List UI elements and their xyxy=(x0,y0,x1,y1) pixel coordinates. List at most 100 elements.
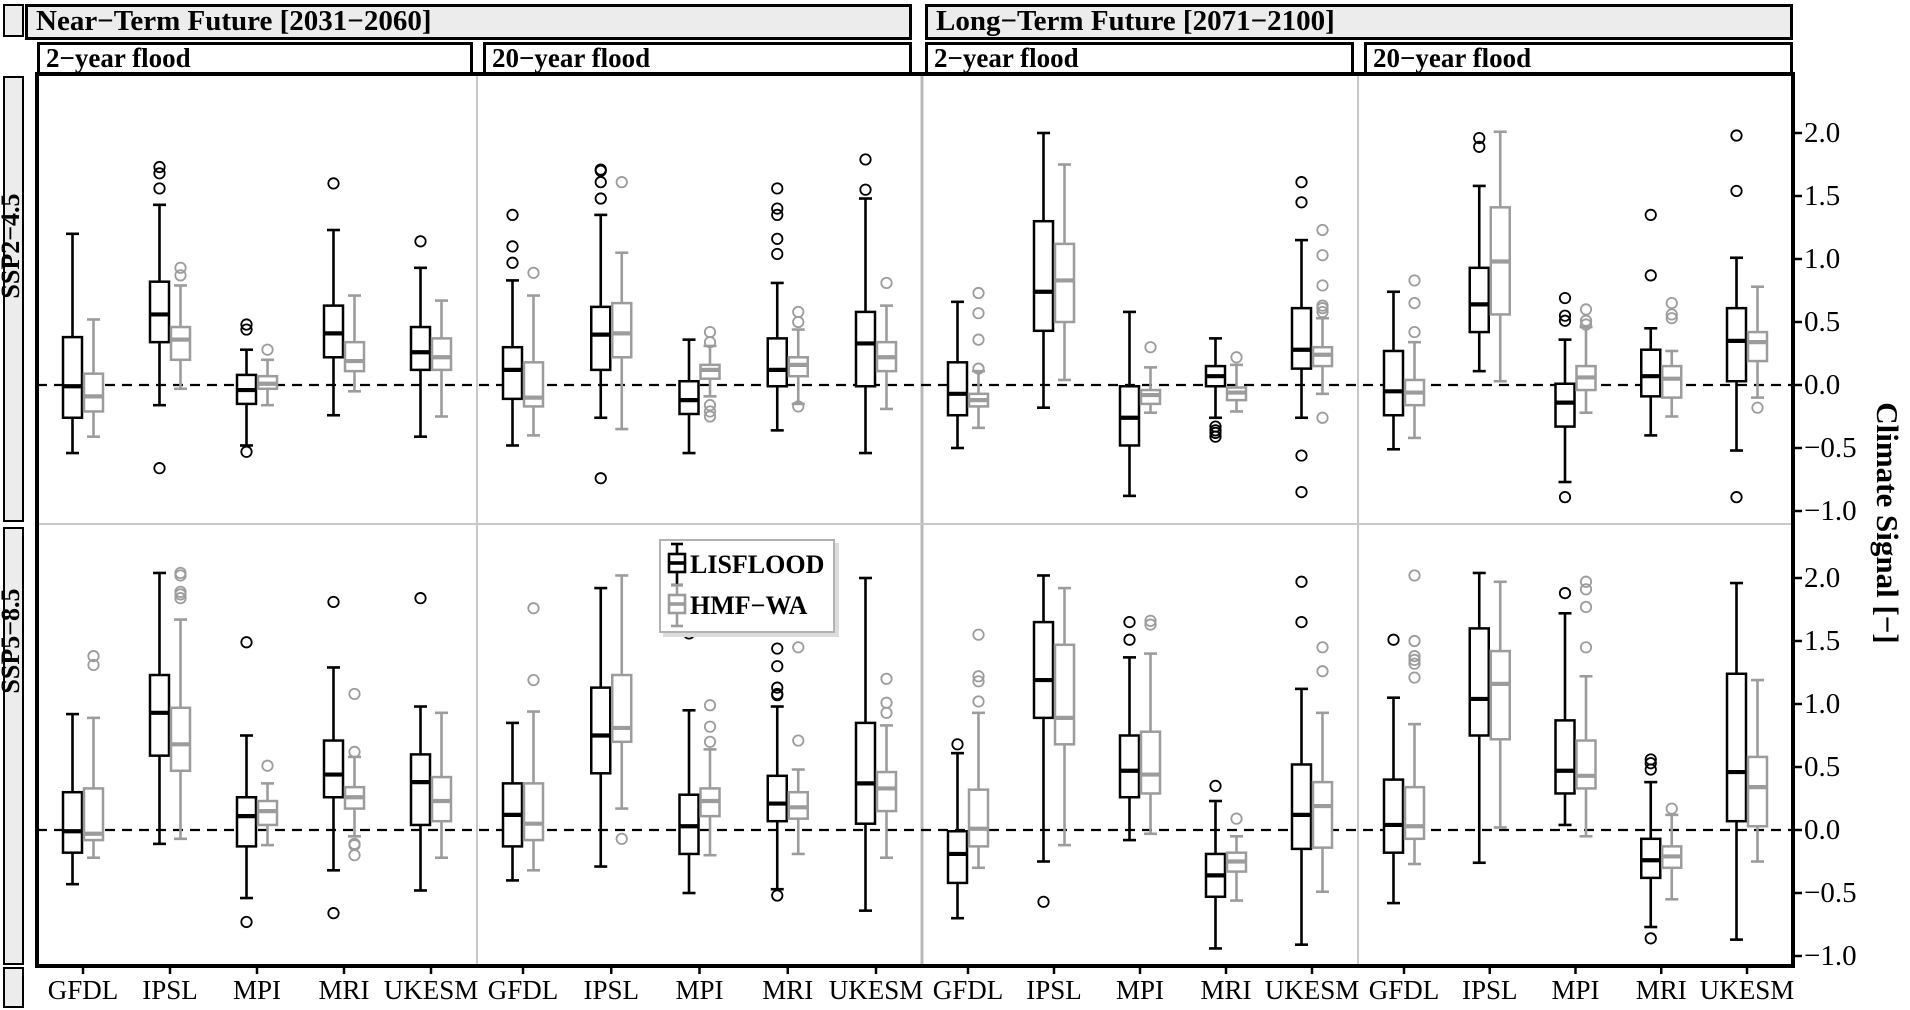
outlier-point xyxy=(771,689,784,702)
outlier-point xyxy=(1579,575,1593,588)
outlier-point xyxy=(1558,491,1572,504)
x-axis-label-gfdl: GFDL xyxy=(932,975,1004,1005)
boxplot-lisflood-gfdl xyxy=(61,232,84,455)
x-axis-label-ipsl: IPSL xyxy=(142,975,198,1005)
outlier-point xyxy=(972,286,985,300)
outlier-point xyxy=(703,720,717,733)
boxplot-hmf-wa-ukesm xyxy=(1746,285,1769,414)
outlier-point xyxy=(972,675,985,688)
outlier-point xyxy=(771,182,784,195)
outlier-point xyxy=(972,695,985,708)
boxplot-hmf-wa-gfdl xyxy=(82,318,105,438)
outlier-point xyxy=(1579,600,1593,614)
boxplot-lisflood-ipsl xyxy=(148,160,171,475)
outlier-point xyxy=(174,592,187,605)
boxplot-lisflood-mri xyxy=(322,177,345,417)
y-tick-label: −1.0 xyxy=(1804,495,1857,527)
outlier-point xyxy=(1644,269,1657,282)
boxplot-lisflood-gfdl xyxy=(1382,633,1405,905)
boxplot-hmf-wa-mri xyxy=(1661,296,1683,418)
boxplot-hmf-wa-ipsl xyxy=(169,566,192,841)
boxplot-hmf-wa-mri xyxy=(343,687,366,862)
boxplot-hmf-wa-mri xyxy=(787,641,809,856)
boxplot-glyph-hmf-wa-icon xyxy=(667,583,687,627)
outlier-point xyxy=(153,182,166,195)
y-tick-label: 0.0 xyxy=(1804,814,1841,846)
boxplot-lisflood-ukesm xyxy=(409,592,432,892)
outlier-point xyxy=(951,738,964,751)
boxplot-lisflood-mpi xyxy=(1118,310,1141,498)
y-tick-label: 2.0 xyxy=(1804,117,1841,149)
outlier-point xyxy=(771,208,784,221)
plot-border xyxy=(35,72,1795,968)
outlier-point xyxy=(1644,932,1657,945)
outlier-point xyxy=(1408,657,1421,670)
boxplot-hmf-wa-ipsl xyxy=(1489,580,1511,829)
outlier-point xyxy=(1123,633,1136,646)
outlier-point xyxy=(1316,279,1329,292)
boxplot-lisflood-mri xyxy=(766,642,788,902)
boxplot-hmf-wa-ipsl xyxy=(611,176,633,431)
outlier-point xyxy=(859,183,872,196)
boxplot-lisflood-mpi xyxy=(678,338,700,455)
outlier-point xyxy=(703,405,717,418)
boxplot-lisflood-mpi xyxy=(678,627,700,895)
boxplot-hmf-wa-gfdl xyxy=(82,650,105,860)
x-axis-label-ukesm: UKESM xyxy=(383,975,479,1005)
outlier-point xyxy=(792,315,805,329)
outlier-point xyxy=(1144,614,1157,627)
boxplot-hmf-wa-mri xyxy=(1225,812,1248,902)
boxplot-hmf-wa-mri xyxy=(343,294,366,393)
y-tick-label: 1.5 xyxy=(1804,180,1841,212)
boxplot-lisflood-ukesm xyxy=(1290,575,1313,946)
x-axis-label-mri: MRI xyxy=(1635,975,1687,1005)
outlier-point xyxy=(506,256,519,269)
boxplot-hmf-wa-gfdl xyxy=(522,602,545,872)
x-axis-label-ukesm: UKESM xyxy=(1699,975,1795,1005)
outlier-point xyxy=(261,759,274,772)
boxplot-lisflood-ukesm xyxy=(409,235,432,438)
boxplot-hmf-wa-ukesm xyxy=(1746,678,1769,863)
boxplot-hmf-wa-mpi xyxy=(256,343,279,407)
boxplot-lisflood-gfdl xyxy=(501,721,524,882)
boxplot-hmf-wa-gfdl xyxy=(522,266,545,437)
boxplot-lisflood-mpi xyxy=(235,318,258,458)
outlier-point xyxy=(880,672,893,685)
boxplot-lisflood-ipsl xyxy=(590,163,612,485)
outlier-point xyxy=(1316,223,1329,237)
boxplot-hmf-wa-ipsl xyxy=(169,261,192,391)
outlier-point xyxy=(1644,757,1657,770)
boxplot-lisflood-ipsl xyxy=(1032,131,1055,409)
x-axis-label-ukesm: UKESM xyxy=(1264,975,1360,1005)
outlier-point xyxy=(792,641,805,654)
outlier-point xyxy=(1408,634,1421,648)
boxplot-hmf-wa-ukesm xyxy=(430,299,453,418)
outlier-point xyxy=(880,696,893,709)
outlier-point xyxy=(527,266,540,279)
boxplot-hmf-wa-ukesm xyxy=(1311,223,1334,424)
outlier-point xyxy=(1316,411,1329,424)
outlier-point xyxy=(1144,618,1157,631)
boxplot-lisflood-mri xyxy=(322,595,345,920)
boxplot-hmf-wa-ukesm xyxy=(875,672,898,860)
outlier-point xyxy=(1230,351,1243,364)
outlier-point xyxy=(1387,633,1400,646)
outlier-point xyxy=(1123,615,1136,629)
outlier-point xyxy=(594,164,607,177)
boxplot-lisflood-ipsl xyxy=(1468,131,1490,373)
outlier-point xyxy=(792,305,805,319)
y-tick-label: 1.0 xyxy=(1804,688,1841,720)
outlier-point xyxy=(1558,291,1572,305)
x-axis-label-mpi: MPI xyxy=(1551,975,1600,1005)
header-near-term-future: Near−Term Future [2031−2060] xyxy=(25,4,912,40)
outlier-point xyxy=(1408,650,1421,663)
x-axis-label-ipsl: IPSL xyxy=(1461,975,1518,1005)
legend-item-hmf-wa: HMF−WA xyxy=(664,583,829,627)
outlier-point xyxy=(703,699,717,712)
outlier-point xyxy=(1751,401,1764,414)
boxplot-hmf-wa-gfdl xyxy=(1403,274,1426,440)
outlier-point xyxy=(1579,641,1593,654)
outlier-point xyxy=(1408,296,1421,310)
outlier-point xyxy=(1579,303,1593,316)
